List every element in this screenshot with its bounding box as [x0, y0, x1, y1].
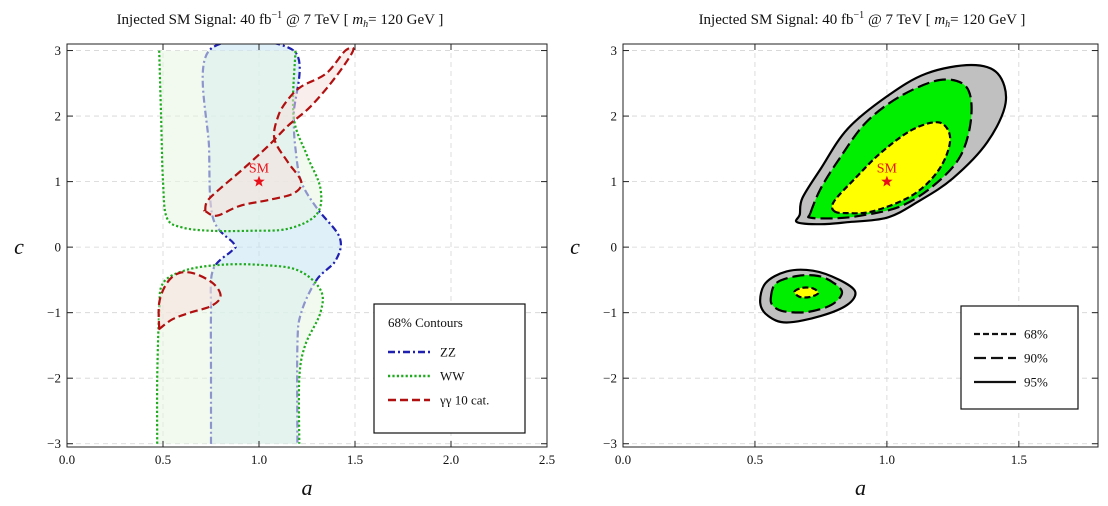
y-tick-label: −3 [47, 436, 61, 451]
legend: 68% 90% 95% [960, 305, 1079, 410]
x-tick-label: 1.5 [347, 452, 363, 467]
y-axis-label: c [14, 234, 24, 259]
y-tick-label: −3 [603, 436, 617, 451]
legend-title: 68% Contours [388, 315, 463, 330]
chart-panel-1: Injected SM Signal: 40 fb−1 @ 7 TeV [ mh… [14, 10, 555, 500]
y-tick-label: 0 [55, 240, 62, 255]
legend-label: 95% [1024, 375, 1048, 390]
contour-68 [830, 121, 952, 215]
legend: 68% Contours ZZ WW γγ 10 cat. [373, 303, 526, 434]
y-tick-label: 0 [611, 240, 618, 255]
contours [759, 63, 1008, 324]
contour-68 [793, 286, 820, 299]
sm-label: SM [877, 162, 898, 177]
y-tick-label: 2 [611, 109, 618, 124]
x-tick-label: 1.5 [1011, 452, 1027, 467]
legend-box [373, 303, 526, 434]
chart-title: Injected SM Signal: 40 fb−1 @ 7 TeV [ mh… [117, 10, 444, 30]
chart-panel-2: Injected SM Signal: 40 fb−1 @ 7 TeV [ mh… [570, 10, 1099, 500]
y-tick-label: 1 [611, 174, 618, 189]
y-tick-label: −1 [603, 305, 617, 320]
contour-line-10-cat [157, 271, 222, 333]
plot-frame [622, 43, 1099, 448]
ticks [66, 44, 548, 447]
x-tick-label: 2.0 [443, 452, 459, 467]
y-tick-label: −2 [603, 371, 617, 386]
contour-fill-10-cat [158, 272, 221, 332]
x-tick-label: 1.0 [879, 452, 895, 467]
contour-fill-10-cat [204, 47, 354, 216]
y-tick-label: 2 [55, 109, 62, 124]
legend-label: WW [440, 369, 465, 384]
x-axis-label: a [855, 475, 866, 500]
x-tick-label: 2.5 [539, 452, 555, 467]
plot-frame [66, 43, 548, 448]
x-tick-label: 1.0 [251, 452, 267, 467]
y-tick-label: −2 [47, 371, 61, 386]
contours [155, 44, 355, 444]
chart-title: Injected SM Signal: 40 fb−1 @ 7 TeV [ mh… [699, 10, 1026, 30]
x-tick-label: 0.5 [155, 452, 171, 467]
sm-label: SM [249, 162, 270, 177]
y-axis-label: c [570, 234, 580, 259]
contour-line-10-cat [203, 46, 355, 217]
ticks [622, 44, 1098, 447]
legend-label: 90% [1024, 351, 1048, 366]
x-tick-label: 0.0 [615, 452, 631, 467]
sm-marker [881, 175, 893, 187]
y-tick-label: 1 [55, 174, 62, 189]
legend-label: γγ 10 cat. [439, 393, 489, 408]
y-tick-label: −1 [47, 305, 61, 320]
x-tick-label: 0.5 [747, 452, 763, 467]
legend-label: 68% [1024, 327, 1048, 342]
y-tick-label: 3 [55, 43, 62, 58]
x-tick-label: 0.0 [59, 452, 75, 467]
sm-marker [253, 175, 265, 187]
y-tick-label: 3 [611, 43, 618, 58]
contour-line-WW [158, 50, 323, 233]
x-axis-label: a [302, 475, 313, 500]
legend-label: ZZ [440, 345, 456, 360]
